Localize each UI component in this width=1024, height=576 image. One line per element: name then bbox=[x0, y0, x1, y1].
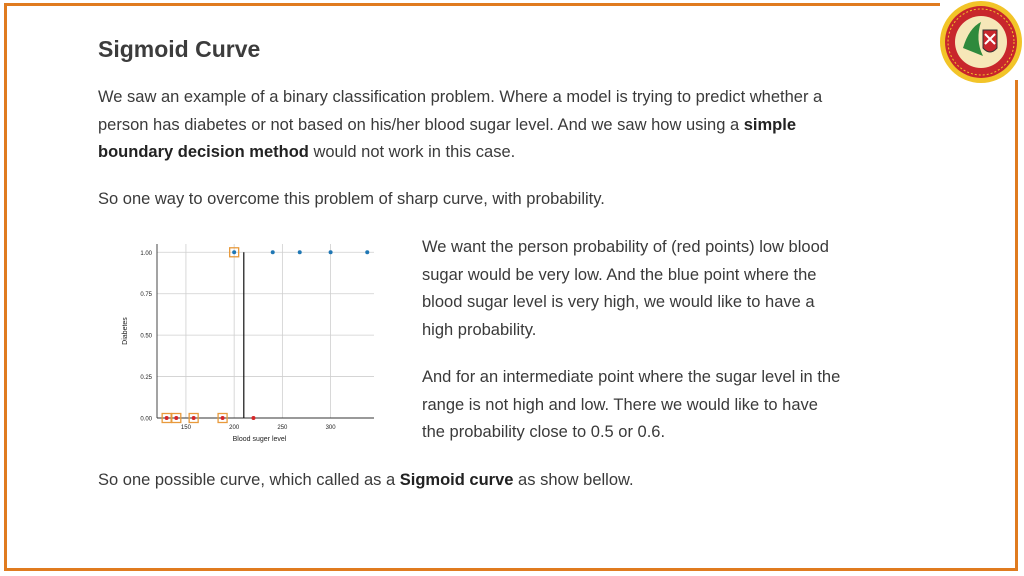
frame-bottom-border bbox=[4, 568, 1018, 571]
sigmoid-bold-text: Sigmoid curve bbox=[399, 471, 514, 489]
x-tick-label: 250 bbox=[277, 425, 288, 431]
x-tick-label: 150 bbox=[181, 425, 192, 431]
blue-data-point bbox=[270, 250, 275, 255]
chart-layer: 0.00 0.25 0.50 0.75 1.00 150 200 250 300 Blood su… bbox=[122, 244, 374, 443]
blue-data-point bbox=[232, 250, 237, 255]
intro-bold-text: simple boundary decision method bbox=[98, 115, 797, 162]
frame-top-border bbox=[4, 3, 940, 6]
university-seal-logo bbox=[940, 1, 1022, 83]
red-data-point bbox=[220, 416, 225, 420]
highlight-box bbox=[188, 412, 199, 424]
y-tick-label: 0.25 bbox=[140, 375, 152, 381]
red-data-point bbox=[164, 416, 169, 420]
decision-boundary-chart: 0.00 0.25 0.50 0.75 1.00 150 200 250 300 Blood su… bbox=[122, 244, 374, 443]
blue-data-point bbox=[365, 250, 370, 255]
intermediate-paragraph: And for an intermediate point where the … bbox=[422, 368, 841, 441]
x-axis-label: Blood suger level bbox=[233, 436, 287, 443]
slide-title: Sigmoid Curve bbox=[98, 36, 261, 62]
blue-data-point bbox=[328, 250, 333, 255]
highlight-box bbox=[229, 247, 240, 258]
intro-paragraph: We saw an example of a binary classifica… bbox=[98, 84, 868, 167]
x-tick-label: 200 bbox=[229, 425, 240, 431]
red-data-point bbox=[251, 416, 256, 420]
y-tick-label: 0.50 bbox=[140, 334, 152, 340]
intro-text-1: We saw an example of a binary classifica… bbox=[98, 88, 823, 134]
highlight-box bbox=[217, 412, 228, 424]
blue-data-point bbox=[297, 250, 302, 255]
red-data-point bbox=[174, 416, 179, 420]
highlight-box bbox=[171, 412, 182, 424]
overcome-paragraph: So one way to overcome this problem of s… bbox=[98, 190, 605, 208]
probability-paragraph: We want the person probability of (red p… bbox=[422, 238, 829, 339]
y-tick-label: 1.00 bbox=[140, 251, 152, 257]
y-tick-label: 0.75 bbox=[140, 292, 152, 298]
y-tick-label: 0.00 bbox=[140, 417, 152, 423]
sigmoid-text-2: as show bellow. bbox=[513, 471, 634, 489]
frame-left-border bbox=[4, 3, 7, 571]
frame-right-border bbox=[1015, 80, 1018, 571]
x-tick-label: 300 bbox=[326, 425, 337, 431]
red-data-point bbox=[191, 416, 196, 420]
sigmoid-paragraph: So one possible curve, which called as a… bbox=[98, 467, 634, 495]
intro-text-2: would not work in this case. bbox=[308, 143, 516, 161]
sigmoid-text-1: So one possible curve, which called as a bbox=[98, 471, 400, 489]
y-axis-label: Diabetes bbox=[122, 317, 129, 345]
